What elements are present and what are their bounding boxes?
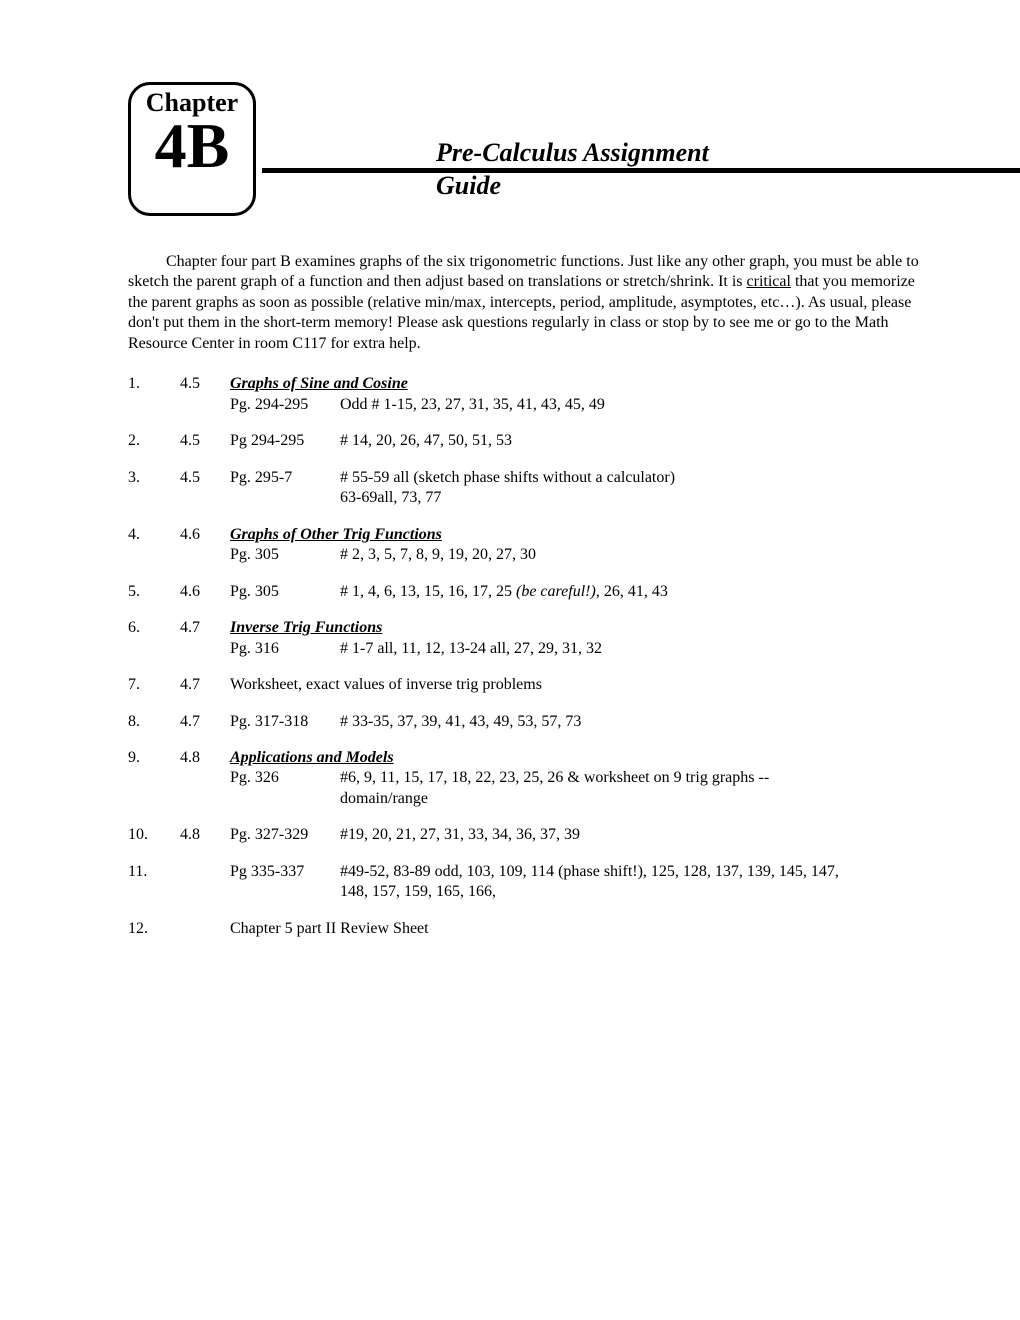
- row-problems-line: # 55-59 all (sketch phase shifts without…: [340, 468, 920, 488]
- row-problems: Odd # 1-15, 23, 27, 31, 35, 41, 43, 45, …: [340, 395, 920, 415]
- row-body: Graphs of Sine and Cosine Pg. 294-295 Od…: [230, 374, 920, 415]
- assignment-row: 2. 4.5 Pg 294-295 # 14, 20, 26, 47, 50, …: [128, 431, 920, 451]
- assignment-row: 11. Pg 335-337 #49-52, 83-89 odd, 103, 1…: [128, 862, 920, 903]
- row-number: 10.: [128, 825, 180, 845]
- assignment-row: 9. 4.8 Applications and Models Pg. 326 #…: [128, 748, 920, 809]
- row-pages: Pg. 317-318: [230, 712, 340, 732]
- row-number: 6.: [128, 618, 180, 638]
- section-title: Graphs of Sine and Cosine: [230, 374, 920, 394]
- row-number: 2.: [128, 431, 180, 451]
- row-number: 3.: [128, 468, 180, 488]
- row-problems: # 1, 4, 6, 13, 15, 16, 17, 25 (be carefu…: [340, 582, 920, 602]
- row-problems: #49-52, 83-89 odd, 103, 109, 114 (phase …: [340, 862, 920, 903]
- row-section: 4.6: [180, 582, 230, 602]
- row-pages: Pg. 326: [230, 768, 340, 788]
- title-block: Pre-Calculus Assignment Guide: [262, 138, 1020, 201]
- row-section: 4.5: [180, 374, 230, 394]
- section-title: Applications and Models: [230, 748, 920, 768]
- row-number: 1.: [128, 374, 180, 394]
- row-number: 11.: [128, 862, 180, 882]
- row-problems: Chapter 5 part II Review Sheet: [230, 919, 920, 939]
- assignment-row: 5. 4.6 Pg. 305 # 1, 4, 6, 13, 15, 16, 17…: [128, 582, 920, 602]
- row-pages: Pg. 305: [230, 582, 340, 602]
- row-problems: # 1-7 all, 11, 12, 13-24 all, 27, 29, 31…: [340, 639, 920, 659]
- section-title: Inverse Trig Functions: [230, 618, 920, 638]
- row-problems: # 14, 20, 26, 47, 50, 51, 53: [340, 431, 920, 451]
- row-body: Inverse Trig Functions Pg. 316 # 1-7 all…: [230, 618, 920, 659]
- title-line1: Pre-Calculus Assignment: [436, 138, 1020, 168]
- assignment-row: 10. 4.8 Pg. 327-329 #19, 20, 21, 27, 31,…: [128, 825, 920, 845]
- row-problems-line: 148, 157, 159, 165, 166,: [340, 882, 920, 902]
- section-title: Graphs of Other Trig Functions: [230, 525, 920, 545]
- row-number: 12.: [128, 919, 180, 939]
- intro-paragraph: Chapter four part B examines graphs of t…: [128, 252, 920, 354]
- row-problems-b: , 26, 41, 43: [596, 583, 668, 600]
- row-problems-line: 63-69all, 73, 77: [340, 488, 920, 508]
- intro-critical: critical: [747, 273, 791, 290]
- row-pages: Pg 294-295: [230, 431, 340, 451]
- row-section: 4.8: [180, 748, 230, 768]
- row-number: 4.: [128, 525, 180, 545]
- row-section: 4.6: [180, 525, 230, 545]
- assignment-row: 6. 4.7 Inverse Trig Functions Pg. 316 # …: [128, 618, 920, 659]
- row-section: 4.8: [180, 825, 230, 845]
- row-problems: # 55-59 all (sketch phase shifts without…: [340, 468, 920, 509]
- row-problems: Worksheet, exact values of inverse trig …: [230, 675, 920, 695]
- chapter-box: Chapter 4B: [128, 82, 256, 216]
- row-pages: Pg. 316: [230, 639, 340, 659]
- assignment-row: 7. 4.7 Worksheet, exact values of invers…: [128, 675, 920, 695]
- row-section: 4.7: [180, 712, 230, 732]
- row-pages: Pg 335-337: [230, 862, 340, 882]
- page: Chapter 4B Pre-Calculus Assignment Guide…: [0, 0, 1020, 1320]
- row-pages: Pg. 295-7: [230, 468, 340, 488]
- assignment-list: 1. 4.5 Graphs of Sine and Cosine Pg. 294…: [128, 374, 920, 939]
- assignment-row: 3. 4.5 Pg. 295-7 # 55-59 all (sketch pha…: [128, 468, 920, 509]
- assignment-row: 1. 4.5 Graphs of Sine and Cosine Pg. 294…: [128, 374, 920, 415]
- row-problems: # 33-35, 37, 39, 41, 43, 49, 53, 57, 73: [340, 712, 920, 732]
- assignment-row: 4. 4.6 Graphs of Other Trig Functions Pg…: [128, 525, 920, 566]
- row-problems: #19, 20, 21, 27, 31, 33, 34, 36, 37, 39: [340, 825, 920, 845]
- row-section: 4.5: [180, 431, 230, 451]
- assignment-row: 8. 4.7 Pg. 317-318 # 33-35, 37, 39, 41, …: [128, 712, 920, 732]
- chapter-code: 4B: [131, 116, 253, 177]
- row-problems: #6, 9, 11, 15, 17, 18, 22, 23, 25, 26 & …: [340, 768, 920, 809]
- row-problems-i: (be careful!): [516, 583, 596, 600]
- row-number: 8.: [128, 712, 180, 732]
- title-line2: Guide: [436, 171, 1020, 201]
- row-pages: Pg. 327-329: [230, 825, 340, 845]
- row-number: 9.: [128, 748, 180, 768]
- row-pages: Pg. 305: [230, 545, 340, 565]
- header: Chapter 4B Pre-Calculus Assignment Guide: [128, 82, 920, 252]
- row-number: 7.: [128, 675, 180, 695]
- row-section: 4.7: [180, 675, 230, 695]
- row-pages: Pg. 294-295: [230, 395, 340, 415]
- row-number: 5.: [128, 582, 180, 602]
- row-body: Applications and Models Pg. 326 #6, 9, 1…: [230, 748, 920, 809]
- assignment-row: 12. Chapter 5 part II Review Sheet: [128, 919, 920, 939]
- row-section: 4.7: [180, 618, 230, 638]
- row-problems-line: #49-52, 83-89 odd, 103, 109, 114 (phase …: [340, 862, 920, 882]
- row-section: 4.5: [180, 468, 230, 488]
- row-problems-line: domain/range: [340, 789, 920, 809]
- row-problems-a: # 1, 4, 6, 13, 15, 16, 17, 25: [340, 583, 516, 600]
- row-problems: # 2, 3, 5, 7, 8, 9, 19, 20, 27, 30: [340, 545, 920, 565]
- row-body: Graphs of Other Trig Functions Pg. 305 #…: [230, 525, 920, 566]
- row-problems-line: #6, 9, 11, 15, 17, 18, 22, 23, 25, 26 & …: [340, 768, 920, 788]
